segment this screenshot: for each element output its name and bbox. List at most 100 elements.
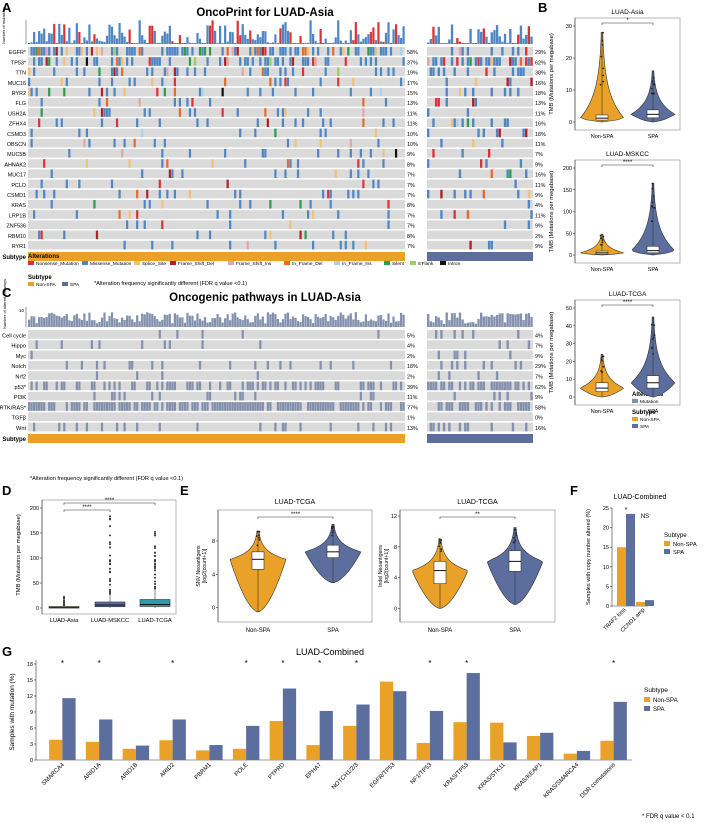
pathway-top-bar (392, 316, 395, 327)
oncoprint-mutation-cell (291, 57, 295, 66)
pathway-mutation-cell (196, 422, 199, 432)
oncoprint-mutation-cell (188, 57, 192, 66)
oncoprint-mutation-cell (281, 57, 285, 66)
oncoprint-top-bar (498, 36, 501, 44)
oncoprint-mutation-cell (75, 210, 78, 219)
oncoprint-mutation-cell (55, 118, 58, 127)
oncoprint-legend-alterations-title: Alterations (28, 254, 60, 260)
oncoprint-mutation-cell (244, 57, 247, 66)
oncoprint-mutation-cell (193, 57, 197, 66)
neoantigen-y-tick-label: 8 (212, 539, 215, 545)
oncoprint-gene-label: EGFR* (9, 50, 27, 56)
pathway-mutation-cell (40, 402, 43, 411)
pathway-right-frequency: 29% (535, 364, 546, 370)
pathway-mutation-cell (458, 381, 462, 391)
oncoprint-top-bar (472, 43, 475, 44)
pathway-top-bar (178, 317, 182, 327)
oncoprint-mutation-cell (30, 47, 33, 56)
pathway-legend-subtype-swatch (632, 424, 638, 428)
pathway-mutation-cell (379, 402, 383, 411)
oncoprint-mutation-cell (188, 108, 192, 117)
oncoprint-top-bar (118, 23, 121, 44)
oncoprint-mutation-cell (399, 77, 403, 87)
pathway-mutation-cell (429, 381, 432, 391)
oncoprint-mutation-cell (284, 108, 287, 117)
oncoprint-top-bar (322, 43, 325, 44)
pathway-mutation-cell (367, 402, 370, 411)
pathway-top-bar (322, 317, 325, 327)
cohort-box-outlier (154, 551, 156, 554)
cohort-box-outlier (63, 601, 65, 604)
cohort-box-outlier (109, 567, 111, 570)
comutation-x-label: POLE (234, 762, 250, 778)
oncoprint-mutation-cell (317, 47, 320, 56)
pathway-mutation-cell (427, 381, 430, 391)
oncoprint-mutation-cell (289, 159, 292, 168)
pathway-mutation-cell (291, 381, 295, 391)
oncoprint-mutation-cell (78, 128, 81, 138)
pathway-mutation-cell (123, 422, 126, 432)
pathway-top-bar (143, 314, 146, 327)
cohort-box-frame (41, 499, 177, 615)
comutation-x-label: ARID1A (83, 762, 103, 782)
pathway-mutation-cell (136, 402, 139, 411)
oncoprint-mutation-cell (264, 230, 267, 240)
pathway-mutation-cell (503, 402, 507, 411)
copy-number-bar (645, 600, 654, 606)
oncoprint-top-bar (389, 43, 393, 44)
oncoprint-mutation-cell (487, 240, 491, 250)
oncoprint-top-bar (138, 20, 141, 44)
oncoprint-row-background (28, 118, 405, 127)
pathway-mutation-cell (319, 360, 322, 370)
pathway-mutation-cell (357, 422, 360, 432)
oncoprint-top-bar (231, 32, 234, 44)
oncoprint-top-bar (224, 25, 227, 44)
oncoprint-top-bar (429, 39, 432, 44)
pathway-mutation-cell (224, 402, 227, 411)
pathway-row-background (28, 371, 405, 380)
pathway-mutation-cell (289, 360, 292, 370)
oncoprint-subtype-bar (427, 252, 533, 261)
oncoprint-mutation-cell (434, 98, 438, 107)
pathway-mutation-cell (186, 381, 189, 391)
copy-number-legend-swatch (664, 549, 670, 554)
oncoprint-top-bar (445, 43, 448, 44)
tmb-violin-outlier (602, 365, 605, 368)
oncoprint-top-bar (239, 35, 242, 44)
pathway-mutation-cell (146, 402, 149, 411)
oncoprint-mutation-cell (312, 57, 315, 66)
pathway-top-bar (527, 313, 531, 327)
pathway-left-frequency: 13% (407, 426, 418, 432)
oncoprint-mutation-cell (53, 189, 56, 199)
oncoprint-top-bar (120, 32, 124, 44)
oncoprint-mutation-cell (98, 77, 101, 87)
oncoprint-mutation-cell (211, 159, 214, 168)
pathway-mutation-cell (206, 402, 209, 411)
pathway-mutation-cell (367, 381, 370, 391)
pathway-top-bar (196, 313, 199, 327)
oncoprint-top-bar (527, 26, 531, 44)
oncoprint-mutation-cell (503, 220, 507, 229)
pathway-top-bar (517, 314, 520, 327)
pathway-mutation-cell (317, 402, 320, 411)
oncoprint-top-bar (191, 43, 194, 44)
oncoprint-legend-label: Frame_Shift_Ins (236, 261, 272, 267)
oncoprint-mutation-cell (85, 47, 89, 56)
oncoprint-top-bar (264, 31, 267, 44)
pathway-top-bar (120, 317, 124, 327)
oncoprint-mutation-cell (294, 87, 297, 97)
pathway-mutation-cell (498, 340, 501, 349)
pathway-mutation-cell (480, 402, 483, 411)
oncoprint-mutation-cell (171, 47, 174, 56)
oncoprint-mutation-cell (173, 67, 176, 76)
oncoprint-gene-label: CSMD3 (7, 132, 26, 138)
tmb-violin-x-label: Non-SPA (591, 409, 614, 415)
oncoprint-mutation-cell (226, 57, 229, 66)
oncoprint-mutation-cell (503, 118, 507, 127)
oncoprint-top-bar (156, 43, 159, 44)
comutation-footnote: * FDR q value < 0.1 (642, 814, 695, 820)
oncoprint-mutation-cell (264, 47, 267, 56)
oncoprint-top-bar (201, 43, 204, 44)
pathway-mutation-cell (387, 402, 390, 411)
